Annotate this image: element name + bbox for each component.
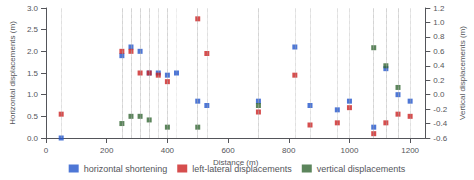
svg-text:-0.2: -0.2 [433, 105, 447, 114]
svg-text:-0.6: -0.6 [433, 134, 447, 143]
svg-text:-0.4: -0.4 [433, 119, 447, 128]
svg-text:600: 600 [221, 146, 235, 155]
svg-text:1.0: 1.0 [433, 18, 445, 27]
svg-text:800: 800 [282, 146, 296, 155]
svg-text:vertical displacements: vertical displacements [317, 164, 406, 174]
svg-text:0.4: 0.4 [433, 61, 445, 70]
svg-text:3.0: 3.0 [27, 4, 39, 13]
svg-text:0.6: 0.6 [433, 47, 445, 56]
svg-text:200: 200 [100, 146, 114, 155]
svg-text:1.2: 1.2 [433, 4, 445, 13]
svg-text:0.0: 0.0 [433, 90, 445, 99]
svg-text:0: 0 [44, 146, 49, 155]
svg-text:0.2: 0.2 [433, 76, 445, 85]
svg-text:0.0: 0.0 [27, 134, 39, 143]
svg-text:1000: 1000 [341, 146, 359, 155]
svg-text:2.0: 2.0 [27, 47, 39, 56]
svg-text:2.5: 2.5 [27, 25, 39, 34]
svg-text:left-lateral displacements: left-lateral displacements [192, 164, 292, 174]
svg-text:400: 400 [161, 146, 175, 155]
svg-text:horizontal shortening: horizontal shortening [84, 164, 168, 174]
svg-text:Vertical displacements (m): Vertical displacements (m) [458, 26, 467, 120]
svg-text:Horizontal displacements (m): Horizontal displacements (m) [8, 21, 17, 125]
svg-text:0.5: 0.5 [27, 112, 39, 121]
svg-text:0.8: 0.8 [433, 32, 445, 41]
svg-text:1.0: 1.0 [27, 90, 39, 99]
svg-text:1.5: 1.5 [27, 69, 39, 78]
svg-text:1200: 1200 [401, 146, 419, 155]
